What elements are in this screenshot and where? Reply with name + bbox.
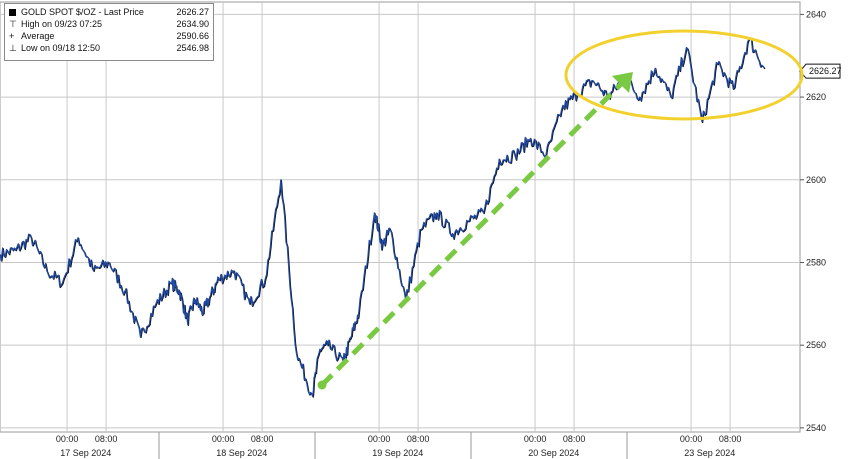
- legend-low-value: 2546.98: [176, 43, 209, 53]
- legend-row-average: + Average 2590.66: [9, 31, 209, 42]
- y-tick-label: 2560: [806, 340, 826, 350]
- legend-row-high: ⊤ High on 09/23 07:25 2634.90: [9, 19, 209, 30]
- x-tick-label: 08:00: [251, 434, 274, 444]
- y-tick-label: 2620: [806, 92, 826, 102]
- x-date-label: 23 Sep 2024: [684, 448, 735, 458]
- legend-low-label: Low on 09/18 12:50: [21, 43, 101, 53]
- x-tick-label: 08:00: [719, 434, 742, 444]
- x-date-label: 18 Sep 2024: [216, 448, 267, 458]
- legend-average-label: Average: [21, 31, 55, 41]
- average-marker-icon: +: [9, 31, 15, 41]
- last-price-label: 2626.27: [809, 66, 842, 76]
- x-tick-label: 00:00: [56, 434, 79, 444]
- x-tick-label: 00:00: [368, 434, 391, 444]
- chart-legend: GOLD SPOT $/OZ - Last Price 2626.27 ⊤ Hi…: [4, 3, 214, 61]
- legend-high-value: 2634.90: [176, 19, 209, 29]
- filled-square-icon: [9, 9, 16, 16]
- x-date-label: 19 Sep 2024: [372, 448, 423, 458]
- legend-title: GOLD SPOT $/OZ - Last Price: [21, 7, 144, 17]
- plot-area: [0, 1, 801, 433]
- legend-row-low: ⊥ Low on 09/18 12:50 2546.98: [9, 43, 209, 54]
- x-date-label: 20 Sep 2024: [528, 448, 579, 458]
- x-tick-label: 08:00: [407, 434, 430, 444]
- x-tick-label: 00:00: [524, 434, 547, 444]
- low-marker-icon: ⊥: [9, 43, 17, 53]
- y-tick-label: 2640: [806, 9, 826, 19]
- legend-last-value: 2626.27: [176, 7, 209, 17]
- x-tick-label: 08:00: [95, 434, 118, 444]
- high-marker-icon: ⊤: [9, 19, 17, 29]
- y-tick-label: 2580: [806, 257, 826, 267]
- trend-arrow-head: [612, 72, 633, 93]
- highlight-ellipse: [564, 29, 804, 121]
- legend-high-label: High on 09/23 07:25: [21, 19, 103, 29]
- x-tick-label: 00:00: [212, 434, 235, 444]
- y-tick-label: 2600: [806, 175, 826, 185]
- legend-row-last: GOLD SPOT $/OZ - Last Price 2626.27: [9, 7, 209, 18]
- x-tick-label: 00:00: [680, 434, 703, 444]
- y-tick-label: 2540: [806, 423, 826, 433]
- last-price-tag: [799, 63, 841, 79]
- x-date-label: 17 Sep 2024: [60, 448, 111, 458]
- legend-average-value: 2590.66: [176, 31, 209, 41]
- trend-arrow-line: [320, 80, 625, 387]
- x-tick-label: 08:00: [563, 434, 586, 444]
